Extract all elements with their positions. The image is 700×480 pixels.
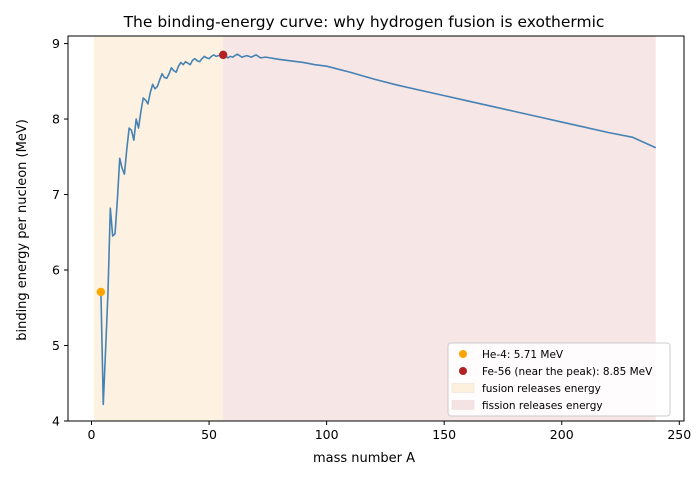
y-tick-label: 8	[52, 112, 60, 127]
y-tick-label: 5	[52, 338, 60, 353]
x-axis-label: mass number A	[313, 451, 415, 466]
y-tick-label: 9	[52, 36, 60, 51]
highlight-points	[96, 50, 228, 297]
legend-entry-fission-label: fission releases energy	[482, 400, 603, 412]
y-tick-label: 4	[52, 414, 60, 429]
legend-entry-fusion-label: fusion releases energy	[482, 383, 601, 395]
chart-title: The binding-energy curve: why hydrogen f…	[123, 13, 605, 31]
he4-point	[96, 287, 106, 297]
legend: He-4: 5.71 MeV Fe-56 (near the peak): 8.8…	[447, 342, 671, 417]
region-fusion	[93, 36, 224, 421]
x-tick-label: 200	[550, 427, 574, 442]
x-tick-label: 250	[667, 427, 691, 442]
legend-entry-fe56-marker	[459, 367, 467, 375]
legend-box	[447, 342, 671, 417]
fe56-point	[218, 50, 228, 60]
x-tick-label: 100	[315, 427, 339, 442]
x-tick-label: 50	[201, 427, 217, 442]
y-axis-label: binding energy per nucleon (MeV)	[15, 119, 30, 341]
legend-entry-fe56-label: Fe-56 (near the peak): 8.85 MeV	[482, 366, 653, 378]
y-tick-label: 6	[52, 263, 60, 278]
y-tick-label: 7	[52, 187, 60, 202]
x-tick-label: 0	[88, 427, 96, 442]
legend-entry-fusion-swatch	[451, 383, 475, 393]
series-layer	[100, 53, 657, 406]
x-axis-ticks: 0 50 100 150 200 250	[88, 421, 691, 442]
series-line	[100, 53, 657, 406]
x-tick-label: 150	[432, 427, 456, 442]
legend-entry-fission-swatch	[451, 400, 475, 410]
legend-entry-he4-marker	[459, 350, 467, 358]
plot-frame	[67, 35, 685, 422]
y-axis-ticks: 4 5 6 7 8 9	[52, 36, 68, 429]
legend-entry-he4-label: He-4: 5.71 MeV	[482, 349, 564, 361]
